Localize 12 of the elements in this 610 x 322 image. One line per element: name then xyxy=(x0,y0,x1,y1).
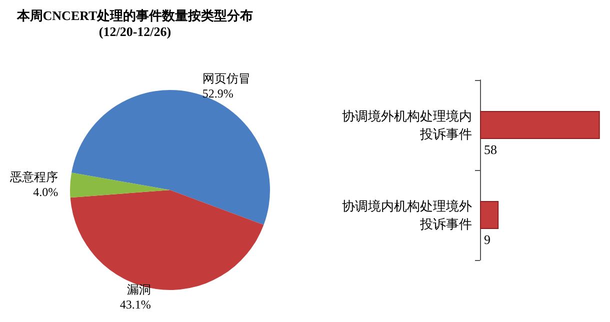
slice-label: 漏洞 xyxy=(126,282,151,296)
y-tick-label: 协调境内机构处理境外投诉事件 xyxy=(342,198,472,232)
data-label: 43.1% xyxy=(120,297,151,312)
data-label: 9 xyxy=(484,232,490,247)
data-label: 52.9% xyxy=(202,86,234,100)
slice-label: 网页仿冒 xyxy=(202,71,250,86)
chart-title: 本周CNCERT处理的事件数量按类型分布 xyxy=(16,8,254,23)
data-label: 4.0% xyxy=(33,185,58,200)
slice-label: 恶意程序 xyxy=(9,170,58,184)
data-label: 58 xyxy=(484,142,497,157)
y-tick-label: 协调境外机构处理境内投诉事件 xyxy=(342,108,472,142)
chart-subtitle: (12/20-12/26) xyxy=(98,24,172,39)
